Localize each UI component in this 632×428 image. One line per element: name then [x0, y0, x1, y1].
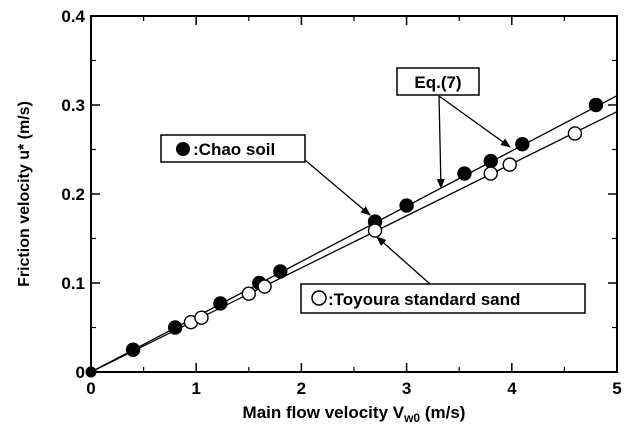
y-tick-label: 0.3	[61, 96, 85, 115]
open-circle-legend-icon	[311, 290, 327, 306]
x-tick-label: 1	[191, 379, 200, 398]
toyoura-sand-point	[241, 286, 257, 301]
toyoura-sand-point	[367, 223, 383, 238]
toyoura-sand-point	[567, 126, 583, 141]
chao-soil-point	[399, 198, 414, 213]
chao-soil-arrow	[304, 159, 371, 216]
data-points	[85, 97, 604, 378]
x-tick-label: 5	[612, 379, 621, 398]
x-tick-label: 4	[507, 379, 517, 398]
toyoura-sand-point	[483, 166, 498, 181]
chao-soil-label: :Chao soil	[193, 140, 275, 159]
toyoura-sand-point	[194, 310, 209, 325]
chao-soil-point	[588, 97, 604, 113]
y-axis-label: Friction velocity u* (m/s)	[16, 101, 33, 287]
x-tick-label: 2	[297, 379, 306, 398]
toyoura-sand-arrow	[376, 236, 431, 285]
chao-soil-point	[125, 342, 141, 357]
eq-arrow-upper	[438, 95, 511, 148]
chao-soil-point	[457, 166, 472, 181]
y-tick-label: 0.1	[61, 274, 85, 293]
y-tick-label: 0.4	[61, 7, 85, 26]
eq-arrow-lower	[436, 95, 445, 189]
origin-point	[85, 366, 97, 378]
equation-label-box: Eq.(7)	[396, 67, 480, 96]
x-tick-label: 0	[86, 379, 95, 398]
x-axis-label: Main flow velocity Vw0 (m/s)	[243, 403, 466, 425]
chao-soil-point	[167, 320, 183, 335]
chao-soil-point	[213, 296, 228, 311]
y-axis-ticks: 0 0.1 0.2 0.3 0.4	[61, 7, 617, 382]
x-tick-label: 3	[402, 379, 411, 398]
chao-soil-point	[515, 136, 530, 152]
filled-circle-legend-icon	[176, 142, 190, 156]
y-tick-label: 0	[76, 363, 85, 382]
x-axis-ticks: 0 1 2 3 4 5	[86, 16, 622, 398]
chao-soil-point	[273, 264, 288, 279]
y-tick-label: 0.2	[61, 185, 85, 204]
toyoura-sand-legend: :Toyoura standard sand	[300, 283, 586, 314]
callout-arrows	[304, 95, 511, 285]
equation-label: Eq.(7)	[414, 73, 461, 92]
toyoura-sand-label: :Toyoura standard sand	[328, 290, 520, 309]
toyoura-sand-point	[502, 157, 517, 172]
chao-soil-legend: :Chao soil	[160, 134, 306, 163]
toyoura-sand-point	[257, 279, 272, 294]
plot-frame	[90, 15, 618, 373]
chao-soil-point	[483, 153, 498, 169]
